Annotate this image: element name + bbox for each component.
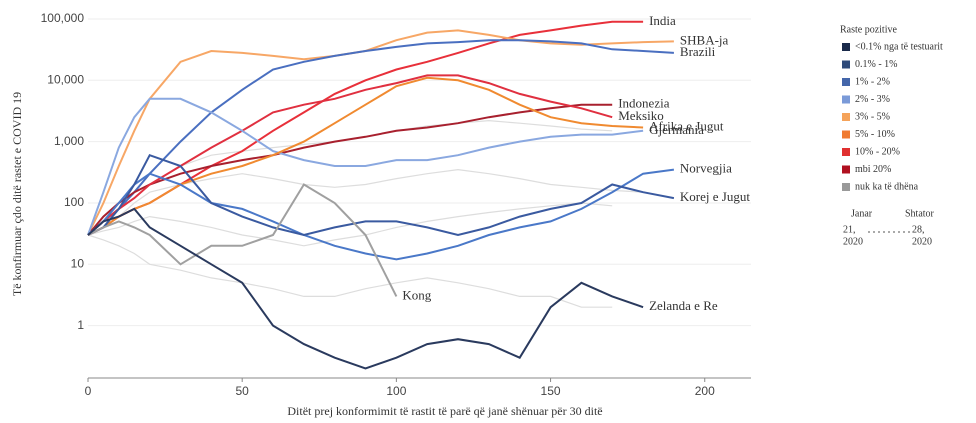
x-tick-label: 100 xyxy=(386,384,406,398)
series-line xyxy=(87,97,644,236)
legend-swatch xyxy=(842,43,850,51)
series-label: SHBA-ja xyxy=(680,32,729,47)
series-line xyxy=(87,74,613,236)
timeline-start-day: 21, xyxy=(843,224,856,235)
series-line xyxy=(87,103,613,236)
timeline-end-day: 28, xyxy=(912,224,925,235)
x-tick-label: 200 xyxy=(695,384,715,398)
legend-label: 3% - 5% xyxy=(855,111,890,122)
legend-swatch xyxy=(842,60,850,69)
legend-swatch xyxy=(842,95,850,104)
legend-swatch xyxy=(842,165,850,174)
legend-label: 1% - 2% xyxy=(855,76,890,87)
series-label: Gjermania xyxy=(649,122,704,137)
series-line xyxy=(87,29,674,236)
legend-title: Raste pozitive xyxy=(840,24,897,35)
series-label: Kong xyxy=(402,287,431,302)
series-label: Meksiko xyxy=(618,108,664,123)
legend-swatch xyxy=(842,130,850,139)
series-line xyxy=(87,39,674,236)
series-line xyxy=(87,168,675,261)
y-tick-label: 100 xyxy=(64,195,84,209)
series-line xyxy=(87,76,644,236)
legend-swatch xyxy=(842,183,850,191)
y-tick-label: 10 xyxy=(71,256,85,270)
x-tick-label: 150 xyxy=(541,384,561,398)
legend-label: nuk ka të dhëna xyxy=(855,181,919,192)
y-tick-label: 1 xyxy=(77,318,84,332)
series-line xyxy=(87,202,613,247)
y-tick-label: 100,000 xyxy=(41,11,85,25)
legend-label: <0.1% nga të testuarit xyxy=(855,41,943,52)
series-label: Indonezia xyxy=(618,96,669,111)
legend-label: 0.1% - 1% xyxy=(855,59,898,70)
legend-swatch xyxy=(842,78,850,86)
legend-swatch xyxy=(842,113,850,121)
series-line xyxy=(87,207,644,370)
series-label: India xyxy=(649,13,676,28)
series-label: Korej e Jugut xyxy=(680,189,750,204)
timeline-end: Shtator xyxy=(905,208,935,219)
legend-label: 10% - 20% xyxy=(855,146,900,157)
series-line xyxy=(87,153,675,237)
legend-label: 5% - 10% xyxy=(855,129,895,140)
series-label: Brazili xyxy=(680,44,716,59)
legend-label: mbi 20% xyxy=(855,164,891,175)
timeline-start: Janar xyxy=(851,208,873,219)
y-tick-label: 10,000 xyxy=(47,72,84,86)
series-label: Afrika e Jugut xyxy=(649,118,724,133)
x-tick-label: 0 xyxy=(85,384,92,398)
legend-label: 2% - 3% xyxy=(855,94,890,105)
y-axis-label: Të konfirmuar çdo ditë rastet e COVID 19 xyxy=(10,92,24,296)
x-axis-label: Ditët prej konformimit të rastit të parë… xyxy=(287,404,602,418)
series-line xyxy=(87,234,613,308)
y-tick-label: 1,000 xyxy=(54,134,84,148)
legend-swatch xyxy=(842,148,850,156)
series-label: Zelanda e Re xyxy=(649,298,718,313)
series-line xyxy=(87,168,644,236)
timeline-start-year: 2020 xyxy=(843,236,863,247)
x-tick-label: 50 xyxy=(236,384,250,398)
timeline-end-year: 2020 xyxy=(912,236,932,247)
series-label: Norvegjia xyxy=(680,161,732,176)
series-line xyxy=(87,183,398,297)
